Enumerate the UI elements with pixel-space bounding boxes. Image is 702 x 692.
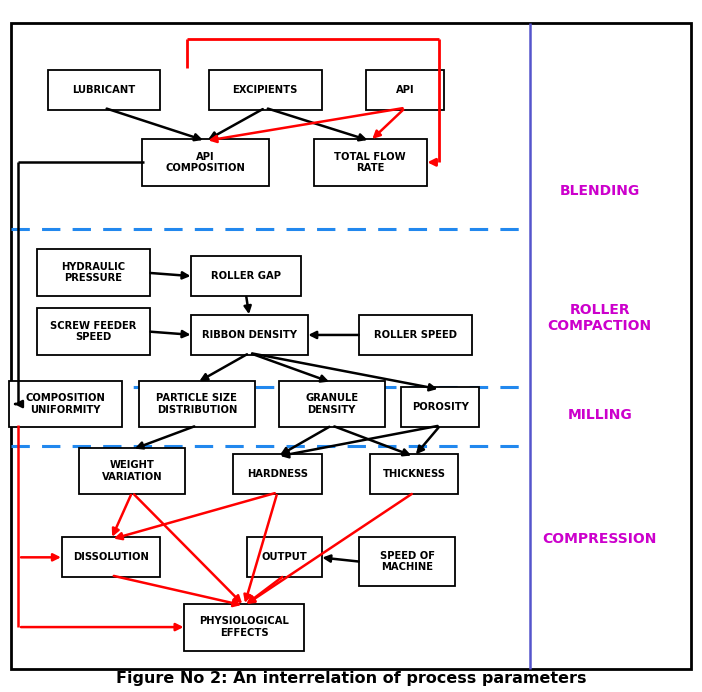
Text: API: API: [396, 85, 415, 95]
Text: RIBBON DENSITY: RIBBON DENSITY: [202, 330, 297, 340]
FancyBboxPatch shape: [359, 537, 455, 586]
FancyBboxPatch shape: [79, 448, 185, 495]
FancyBboxPatch shape: [9, 381, 122, 428]
Text: DISSOLUTION: DISSOLUTION: [73, 552, 149, 563]
Text: BLENDING: BLENDING: [559, 183, 640, 198]
FancyBboxPatch shape: [62, 537, 161, 577]
Text: PARTICLE SIZE
DISTRIBUTION: PARTICLE SIZE DISTRIBUTION: [157, 394, 237, 415]
FancyBboxPatch shape: [37, 308, 150, 355]
FancyBboxPatch shape: [233, 455, 322, 495]
Text: SCREW FEEDER
SPEED: SCREW FEEDER SPEED: [51, 321, 137, 342]
FancyBboxPatch shape: [208, 70, 322, 110]
FancyBboxPatch shape: [370, 455, 458, 495]
Text: ROLLER
COMPACTION: ROLLER COMPACTION: [548, 303, 651, 334]
Text: EXCIPIENTS: EXCIPIENTS: [232, 85, 298, 95]
FancyBboxPatch shape: [48, 70, 161, 110]
Text: POROSITY: POROSITY: [412, 403, 469, 412]
Text: ROLLER GAP: ROLLER GAP: [211, 271, 281, 281]
Text: SPEED OF
MACHINE: SPEED OF MACHINE: [380, 552, 435, 572]
Text: OUTPUT: OUTPUT: [262, 552, 307, 563]
FancyBboxPatch shape: [191, 315, 307, 355]
Text: WEIGHT
VARIATION: WEIGHT VARIATION: [102, 460, 162, 482]
FancyBboxPatch shape: [191, 256, 300, 296]
Text: LUBRICANT: LUBRICANT: [72, 85, 135, 95]
FancyBboxPatch shape: [247, 537, 322, 577]
Text: MILLING: MILLING: [567, 408, 632, 422]
FancyBboxPatch shape: [366, 70, 444, 110]
Text: API
COMPOSITION: API COMPOSITION: [166, 152, 246, 173]
Text: THICKNESS: THICKNESS: [383, 469, 446, 480]
Text: TOTAL FLOW
RATE: TOTAL FLOW RATE: [334, 152, 406, 173]
FancyBboxPatch shape: [11, 23, 691, 669]
FancyBboxPatch shape: [359, 315, 472, 355]
FancyBboxPatch shape: [184, 603, 304, 650]
FancyBboxPatch shape: [314, 139, 427, 185]
Text: GRANULE
DENSITY: GRANULE DENSITY: [305, 394, 358, 415]
FancyBboxPatch shape: [279, 381, 385, 428]
Text: Figure No 2: An interrelation of process parameters: Figure No 2: An interrelation of process…: [116, 671, 586, 686]
FancyBboxPatch shape: [402, 388, 479, 428]
Text: COMPRESSION: COMPRESSION: [543, 532, 657, 547]
Text: HARDNESS: HARDNESS: [247, 469, 308, 480]
Text: ROLLER SPEED: ROLLER SPEED: [374, 330, 457, 340]
Text: PHYSIOLOGICAL
EFFECTS: PHYSIOLOGICAL EFFECTS: [199, 617, 289, 638]
FancyBboxPatch shape: [37, 249, 150, 296]
Text: COMPOSITION
UNIFORMITY: COMPOSITION UNIFORMITY: [25, 394, 105, 415]
FancyBboxPatch shape: [139, 381, 255, 428]
Text: HYDRAULIC
PRESSURE: HYDRAULIC PRESSURE: [62, 262, 126, 284]
FancyBboxPatch shape: [143, 139, 269, 185]
